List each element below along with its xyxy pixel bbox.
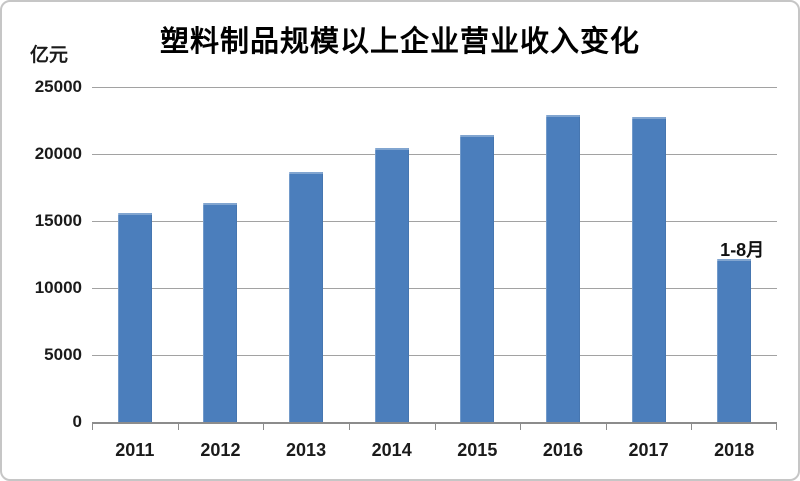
x-axis-tick bbox=[605, 422, 607, 430]
x-axis-tick bbox=[263, 422, 265, 430]
y-axis-unit-label: 亿元 bbox=[30, 45, 69, 66]
bar-2016 bbox=[545, 115, 580, 422]
bar-2011 bbox=[117, 212, 152, 422]
x-axis-tick bbox=[348, 422, 350, 430]
chart-title: 塑料制品规模以上企业营业收入变化 bbox=[159, 26, 640, 58]
x-axis-tick bbox=[520, 422, 522, 430]
bar-2014 bbox=[374, 147, 409, 422]
bar-2012 bbox=[203, 202, 238, 422]
plot-area bbox=[92, 87, 777, 430]
y-axis-label-5000: 5000 bbox=[44, 345, 82, 364]
gridline-20000 bbox=[92, 154, 777, 155]
x-axis-label-2011: 2011 bbox=[115, 440, 155, 460]
y-axis-label-10000: 10000 bbox=[34, 278, 82, 297]
x-axis-tick bbox=[691, 422, 693, 430]
x-axis-tick bbox=[776, 422, 777, 430]
x-axis-label-2013: 2013 bbox=[286, 440, 327, 460]
x-axis-label-2018: 2018 bbox=[714, 440, 755, 460]
x-axis-label-2012: 2012 bbox=[200, 440, 241, 460]
gridline-25000 bbox=[92, 87, 777, 88]
x-axis-tick bbox=[177, 422, 179, 430]
x-axis-tick bbox=[92, 422, 93, 430]
bar-2013 bbox=[289, 172, 324, 422]
bar-annotation: 1-8月 bbox=[720, 240, 765, 261]
y-axis-label-20000: 20000 bbox=[34, 144, 82, 163]
gridline-5000 bbox=[92, 355, 777, 356]
y-axis-label-0: 0 bbox=[72, 412, 82, 431]
bar-2017 bbox=[631, 117, 666, 422]
x-axis-label-2015: 2015 bbox=[457, 440, 498, 460]
x-axis-label-2014: 2014 bbox=[371, 440, 412, 460]
gridline-10000 bbox=[92, 288, 777, 289]
gridline-15000 bbox=[92, 221, 777, 222]
bar-2018 bbox=[717, 259, 752, 422]
bar-2015 bbox=[460, 135, 495, 422]
y-axis-label-25000: 25000 bbox=[34, 77, 82, 96]
y-axis-label-15000: 15000 bbox=[34, 211, 82, 230]
x-axis-tick bbox=[434, 422, 436, 430]
x-axis-label-2017: 2017 bbox=[628, 440, 669, 460]
x-axis-label-2016: 2016 bbox=[542, 440, 583, 460]
